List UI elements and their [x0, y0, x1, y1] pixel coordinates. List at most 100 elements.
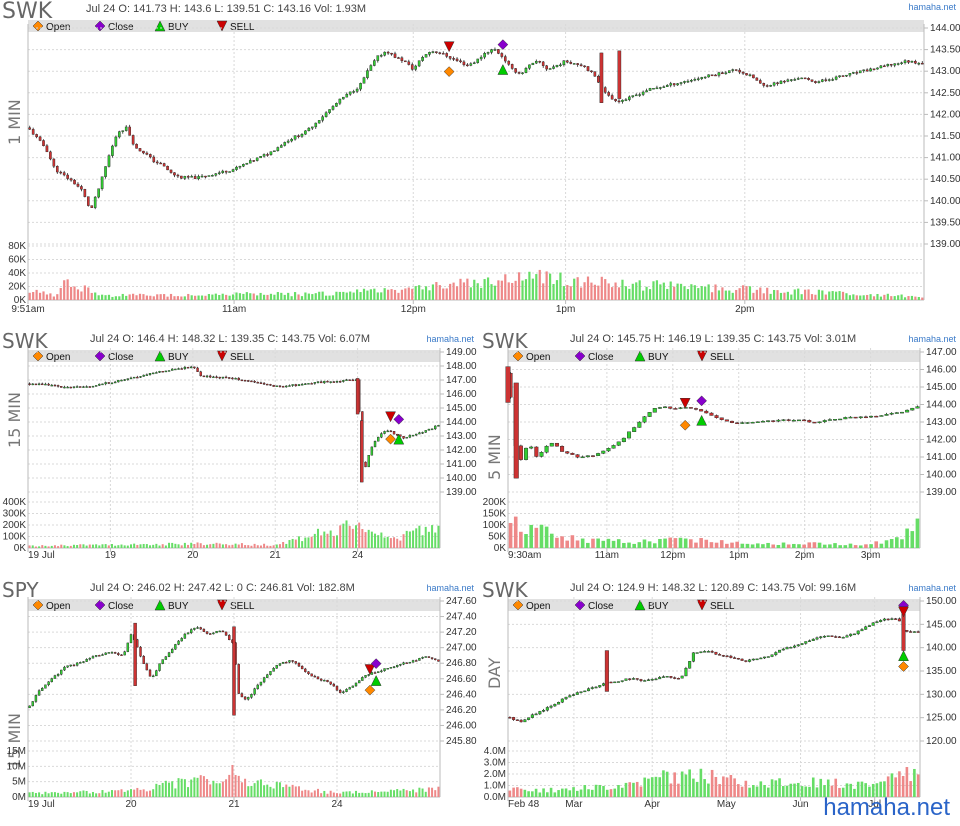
volume-bar — [580, 287, 583, 300]
volume-bar — [405, 790, 408, 797]
candle-body — [170, 649, 174, 653]
volume-bar — [776, 544, 781, 548]
volume-bar — [166, 296, 169, 300]
volume-tick-label: 2.0M — [484, 769, 506, 780]
candle-body — [396, 665, 399, 667]
trade-marker-close[interactable] — [696, 395, 707, 407]
trade-marker-open[interactable] — [898, 661, 909, 672]
volume-bar — [82, 790, 85, 797]
chart-panel-swk-5min[interactable]: SWK 5 MIN Jul 24 O: 145.75 H: 146.19 L: 13… — [480, 329, 960, 561]
price-tick-label: 140.00 — [446, 473, 477, 484]
volume-bar — [287, 292, 290, 300]
volume-bar — [786, 544, 791, 548]
candle-body — [790, 79, 793, 81]
candle-body — [637, 421, 642, 428]
volume-bar — [719, 540, 724, 548]
candle-body — [91, 656, 95, 659]
volume-bar — [174, 543, 177, 548]
trade-marker-buy[interactable] — [497, 63, 509, 75]
volume-bar — [531, 791, 534, 797]
candle-body — [802, 419, 807, 422]
volume-bar — [538, 269, 541, 300]
volume-bar — [427, 531, 430, 548]
volume-bar — [437, 786, 440, 797]
volume-bar — [294, 786, 297, 797]
spike-candle — [901, 612, 906, 651]
volume-bar — [149, 790, 152, 797]
trade-marker-sell[interactable] — [898, 606, 909, 618]
volume-bar — [442, 288, 445, 300]
trade-marker-sell[interactable] — [443, 41, 455, 53]
trade-marker-close[interactable] — [393, 414, 405, 425]
candle-body — [311, 126, 314, 129]
trade-marker-open[interactable] — [679, 419, 691, 431]
chart-panel-swk-15min[interactable]: SWK 15 MIN Jul 24 O: 146.4 H: 148.32 L: 13… — [0, 329, 478, 561]
trade-marker-buy[interactable] — [696, 414, 708, 426]
volume-bar — [560, 536, 564, 548]
chart-panel-swk-1min[interactable]: SWK 1 MIN Jul 24 O: 141.73 H: 143.6 L: 139… — [0, 0, 960, 318]
candle-body — [364, 675, 367, 678]
candle-body — [41, 383, 44, 386]
volume-bar — [272, 545, 275, 548]
trade-marker-buy[interactable] — [370, 675, 382, 686]
candle-body — [673, 408, 678, 410]
trade-marker-open[interactable] — [385, 433, 396, 445]
ohlc-info-text: Jul 24 O: 146.4 H: 148.32 L: 139.35 C: 1… — [90, 333, 370, 345]
time-tick-label: 1pm — [729, 550, 748, 561]
trade-marker-open[interactable] — [443, 66, 455, 77]
trade-marker-buy[interactable] — [898, 650, 909, 661]
trade-marker-buy[interactable] — [393, 433, 405, 445]
volume-bar — [735, 289, 738, 300]
candle-body — [621, 437, 626, 443]
candle-body — [262, 677, 266, 683]
trade-marker-sell[interactable] — [679, 398, 691, 409]
ohlc-info-text: Jul 24 O: 141.73 H: 143.6 L: 139.51 C: 1… — [86, 3, 366, 15]
volume-bar — [52, 296, 55, 300]
chart-panel-swk-day[interactable]: SWK DAY Jul 24 O: 124.9 H: 148.32 L: 120.8… — [480, 578, 960, 810]
volume-bar — [910, 295, 914, 300]
trade-marker-close[interactable] — [497, 39, 509, 50]
candle-body — [669, 676, 673, 678]
volume-bar — [538, 792, 542, 797]
legend-sell-marker — [216, 350, 228, 362]
candle-body — [90, 205, 94, 208]
volume-bar — [500, 280, 503, 300]
ohlc-info-text: Jul 24 O: 124.9 H: 148.32 L: 120.89 C: 1… — [570, 582, 856, 594]
candle-body — [329, 681, 332, 685]
volume-bar — [897, 295, 900, 300]
trade-marker-open[interactable] — [364, 684, 376, 696]
price-tick-label: 246.60 — [446, 674, 477, 685]
trade-marker-sell[interactable] — [385, 411, 396, 423]
candle-body — [882, 618, 886, 621]
candle-body — [183, 367, 187, 369]
volume-bar — [177, 778, 180, 797]
candle-body — [224, 376, 228, 379]
candle-body — [117, 653, 120, 656]
volume-bar — [862, 295, 865, 300]
candle-body — [151, 675, 155, 678]
candle-body — [766, 656, 770, 658]
volume-bar — [549, 787, 553, 797]
volume-bar — [490, 284, 493, 300]
volume-bar — [221, 293, 224, 300]
candle-body — [164, 656, 168, 660]
volume-bar — [869, 544, 873, 548]
volume-bar — [684, 774, 688, 797]
candle-body — [514, 68, 517, 73]
chart-panel-spy-15min[interactable]: SPY 15 MIN Jul 24 O: 246.02 H: 247.42 L: 0… — [0, 578, 478, 810]
price-tick-label: 120.00 — [926, 736, 957, 747]
candle-body — [679, 82, 683, 84]
trade-marker-close[interactable] — [370, 658, 382, 669]
volume-bar — [168, 782, 171, 797]
candle-body — [397, 57, 400, 59]
candle-body — [727, 70, 731, 73]
trade-marker-sell[interactable] — [364, 664, 376, 676]
volume-bar — [740, 786, 744, 797]
candle-body — [688, 661, 692, 669]
candle-body — [389, 430, 393, 433]
volume-bar — [82, 544, 85, 548]
volume-bar — [800, 786, 804, 797]
volume-bar — [290, 296, 293, 300]
candle-body — [575, 454, 580, 458]
